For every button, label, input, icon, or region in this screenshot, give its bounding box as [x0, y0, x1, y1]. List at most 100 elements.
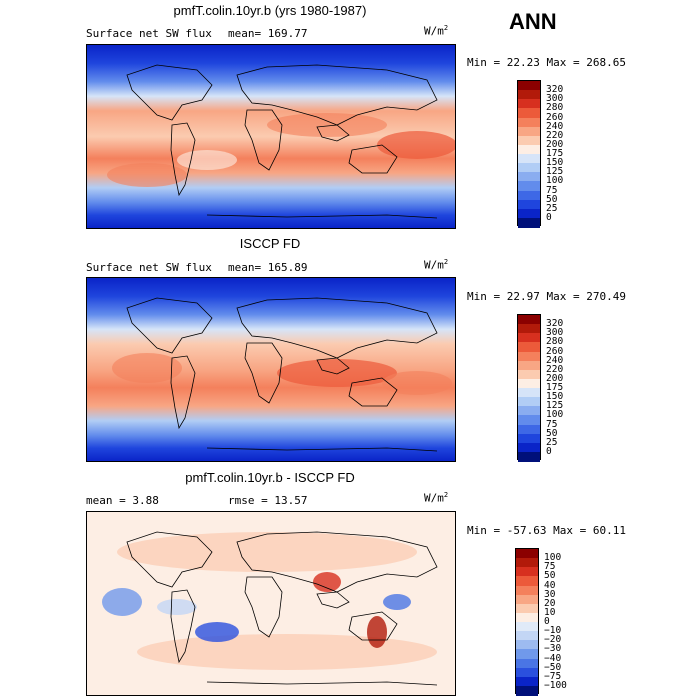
colorbar-label: 300: [546, 93, 564, 105]
colorbar-label: 50: [546, 193, 558, 205]
colorbar-swatch: [518, 108, 540, 118]
rmse-label: rmse = 13.57: [228, 494, 308, 507]
colorbar-swatch: [516, 603, 538, 614]
colorbar-label: 280: [546, 336, 564, 348]
coastline-path: [244, 576, 283, 638]
colorbar-swatch: [516, 612, 538, 623]
colorbar-label: −100: [544, 679, 567, 691]
coastline-path: [126, 64, 213, 121]
coastline-path: [348, 377, 398, 407]
colorbar-label: 320: [546, 318, 564, 330]
coastline-path: [206, 214, 438, 219]
colorbar-swatch: [518, 126, 540, 137]
colorbar-label: 100: [546, 175, 564, 187]
minmax-label: Min = 22.23 Max = 268.65: [467, 56, 626, 69]
colorbar-swatch: [518, 388, 540, 398]
coastline-path: [244, 109, 283, 171]
colorbar-swatch: [516, 667, 538, 678]
coastline-path: [126, 531, 213, 588]
colorbar-swatch: [518, 424, 540, 435]
colorbar-swatch: [518, 360, 540, 371]
colorbar-swatch: [518, 154, 540, 164]
colorbar-label: 25: [546, 202, 558, 214]
colorbar-label: 50: [544, 570, 556, 582]
colorbar-label: 75: [546, 418, 558, 430]
colorbar-label: 30: [544, 588, 556, 600]
colorbar-swatch: [516, 676, 538, 687]
colorbar-swatch: [516, 622, 538, 632]
colorbar-swatch: [518, 99, 540, 109]
colorbar-label: 240: [546, 354, 564, 366]
colorbar-label: 0: [544, 616, 550, 627]
season-label: ANN: [509, 9, 557, 34]
panel-title: ISCCP FD: [239, 236, 301, 251]
colorbar-swatch: [516, 640, 538, 650]
colorbar-swatch: [516, 658, 538, 669]
colorbar-label: 10: [544, 606, 556, 618]
panel-title: pmfT.colin.10yr.b - ISCCP FD: [185, 470, 355, 485]
colorbar-model: 320 300 280 260 240 220 200 175 150 125 100 75 50 25 0: [517, 80, 563, 228]
colorbar-label: 20: [544, 597, 556, 609]
colorbar-swatch: [518, 378, 540, 389]
coastline-path: [170, 355, 196, 430]
coastline-path: [170, 122, 196, 197]
field-label: Surface net SW flux: [86, 27, 212, 40]
colorbar-label: 150: [546, 157, 564, 169]
coastline-path: [236, 64, 438, 126]
colorbar-swatch: [518, 163, 540, 173]
colorbar-swatch: [518, 208, 540, 219]
colorbar-swatch: [516, 649, 538, 659]
coastlines: [126, 64, 438, 219]
coastline-path: [236, 297, 438, 359]
coastline-path: [316, 124, 350, 142]
colorbar-label: 220: [546, 129, 564, 141]
colorbar-label: 320: [546, 84, 564, 96]
coastline-path: [206, 681, 438, 686]
colorbar-swatch: [518, 333, 540, 343]
coastline-path: [244, 342, 283, 404]
mean-label: mean= 165.89: [228, 261, 308, 274]
coastline-path: [126, 297, 213, 354]
colorbar-label: 260: [546, 111, 564, 123]
colorbar-swatch: [518, 415, 540, 425]
units-label: W/m2: [424, 24, 449, 38]
colorbar-swatch: [518, 190, 540, 201]
colorbar-swatch: [518, 117, 540, 128]
colorbar-label: 75: [544, 561, 556, 573]
colorbar-swatch: [518, 181, 540, 191]
colorbar-label: 150: [546, 391, 564, 403]
units-label: W/m2: [424, 258, 449, 272]
colorbar-swatch: [518, 433, 540, 444]
colorbar-swatch: [516, 594, 538, 605]
minmax-label: Min = 22.97 Max = 270.49: [467, 290, 626, 303]
colorbar-swatch: [516, 558, 538, 568]
colorbar-label: −40: [544, 652, 562, 664]
colorbar-swatch: [518, 342, 540, 352]
coastlines: [126, 531, 438, 686]
colorbar-swatch: [516, 631, 538, 641]
colorbar-swatch: [516, 567, 538, 577]
colorbar-swatch: [518, 135, 540, 146]
colorbar-label: 25: [546, 436, 558, 448]
colorbar-swatch: [516, 549, 538, 559]
colorbar-obs: 320 300 280 260 240 220 200 175 150 125 100 75 50 25 0: [517, 314, 563, 462]
colorbar-swatch: [516, 585, 538, 596]
panel-title: pmfT.colin.10yr.b (yrs 1980-1987): [173, 3, 367, 18]
minmax-label: Min = -57.63 Max = 60.11: [467, 524, 626, 537]
colorbar-label: 75: [546, 184, 558, 196]
mean-label: mean = 3.88: [86, 494, 159, 507]
colorbar-label: 125: [546, 400, 564, 412]
colorbar-swatch: [518, 351, 540, 362]
mean-label: mean= 169.77: [228, 27, 308, 40]
colorbar-swatch: [518, 315, 540, 325]
colorbar-swatch: [518, 199, 540, 210]
colorbar-swatch: [518, 90, 540, 100]
map-diff: [86, 511, 456, 696]
colorbar-label: 260: [546, 345, 564, 357]
colorbar-label: −50: [544, 661, 562, 673]
colorbar-label: 300: [546, 327, 564, 339]
coastline-path: [348, 611, 398, 641]
colorbar-label: 0: [546, 445, 552, 457]
colorbar-label: 100: [546, 409, 564, 421]
colorbar-label: 220: [546, 363, 564, 375]
